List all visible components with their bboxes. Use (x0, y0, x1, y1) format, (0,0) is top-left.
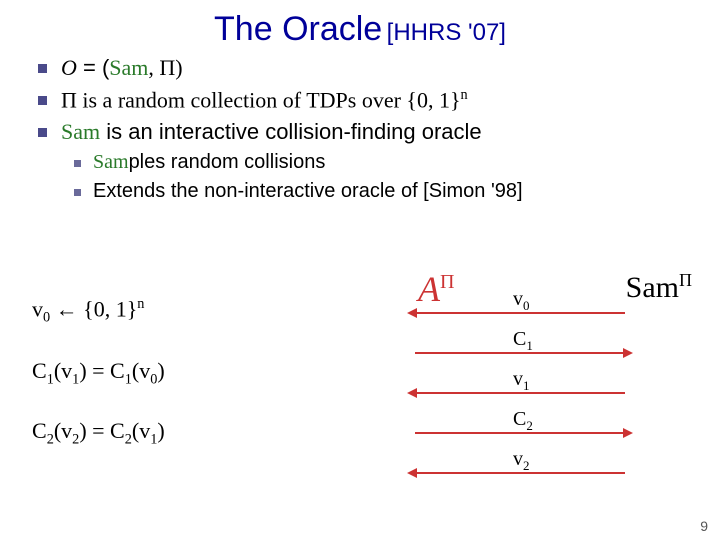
arrow-label-a2: C1 (513, 328, 533, 354)
txt: (v (54, 358, 72, 383)
slide-number: 9 (700, 518, 708, 534)
sam-word: Sam (109, 55, 148, 80)
txt: ples random collisions (129, 151, 326, 173)
A-letter: A (418, 269, 440, 309)
bullet-3: Sam is an interactive collision-finding … (38, 119, 678, 145)
sam-word: Sam (93, 151, 129, 173)
sam-word: Sam (626, 271, 679, 304)
txt: ← {0, 1} (50, 296, 137, 321)
subbullet-2-text: Extends the non-interactive oracle of [S… (93, 180, 523, 203)
bullet-icon (38, 96, 47, 105)
bullet-1: O = (Sam, Π) (38, 55, 678, 81)
bullet-1-text: O = (Sam, Π) (61, 55, 183, 81)
equation-v0: v0 ← {0, 1}n (32, 296, 144, 327)
txt: v (32, 296, 43, 321)
txt: ) (157, 358, 164, 383)
sup: n (137, 296, 144, 312)
txt: (v (132, 418, 150, 443)
sub: 2 (125, 431, 132, 447)
txt: is an interactive collision-finding orac… (100, 119, 482, 144)
txt: ) (157, 418, 164, 443)
sam-word: Sam (61, 119, 100, 144)
txt: , Π) (148, 55, 182, 80)
sub: 1 (47, 371, 54, 387)
title-citation: [HHRS '07] (387, 19, 506, 46)
sam-sup: Π (679, 270, 692, 290)
txt: C (32, 418, 47, 443)
subbullet-2: Extends the non-interactive oracle of [S… (74, 180, 678, 203)
arrow-label-a4: C2 (513, 408, 533, 434)
arrow-label-a5: v2 (513, 448, 530, 474)
equation-c1: C1(v1) = C1(v0) (32, 358, 165, 388)
bullet-icon (38, 128, 47, 137)
txt: ) = C (79, 418, 124, 443)
txt: ) = C (79, 358, 124, 383)
arrow-label-a3: v1 (513, 368, 530, 394)
bullet-2: Π is a random collection of TDPs over {0… (38, 87, 678, 113)
oracle-O: O (61, 55, 77, 80)
txt: C (32, 358, 47, 383)
bullet-2-text: Π is a random collection of TDPs over {0… (61, 87, 468, 113)
sub: 1 (125, 371, 132, 387)
oracle-sam: SamΠ (626, 270, 692, 305)
adversary-A: AΠ (418, 268, 454, 310)
A-sup: Π (440, 271, 454, 293)
bullet-icon (74, 189, 81, 196)
bullet-icon (38, 64, 47, 73)
txt: (v (132, 358, 150, 383)
txt: Π is a random collection of TDPs over {0… (61, 87, 461, 112)
txt: (v (54, 418, 72, 443)
bullet-icon (74, 160, 81, 167)
slide-title: The Oracle [HHRS '07] (0, 10, 720, 49)
subbullet-1: Samples random collisions (74, 151, 678, 174)
arrow-label-a1: v0 (513, 288, 530, 314)
equation-c2: C2(v2) = C2(v1) (32, 418, 165, 448)
bullet-list: O = (Sam, Π) Π is a random collection of… (38, 55, 678, 209)
title-main: The Oracle (214, 10, 382, 48)
subbullet-1-text: Samples random collisions (93, 151, 325, 174)
sup-n: n (461, 87, 468, 103)
sub: 2 (47, 431, 54, 447)
bullet-3-text: Sam is an interactive collision-finding … (61, 119, 482, 145)
txt: = ( (77, 55, 109, 80)
